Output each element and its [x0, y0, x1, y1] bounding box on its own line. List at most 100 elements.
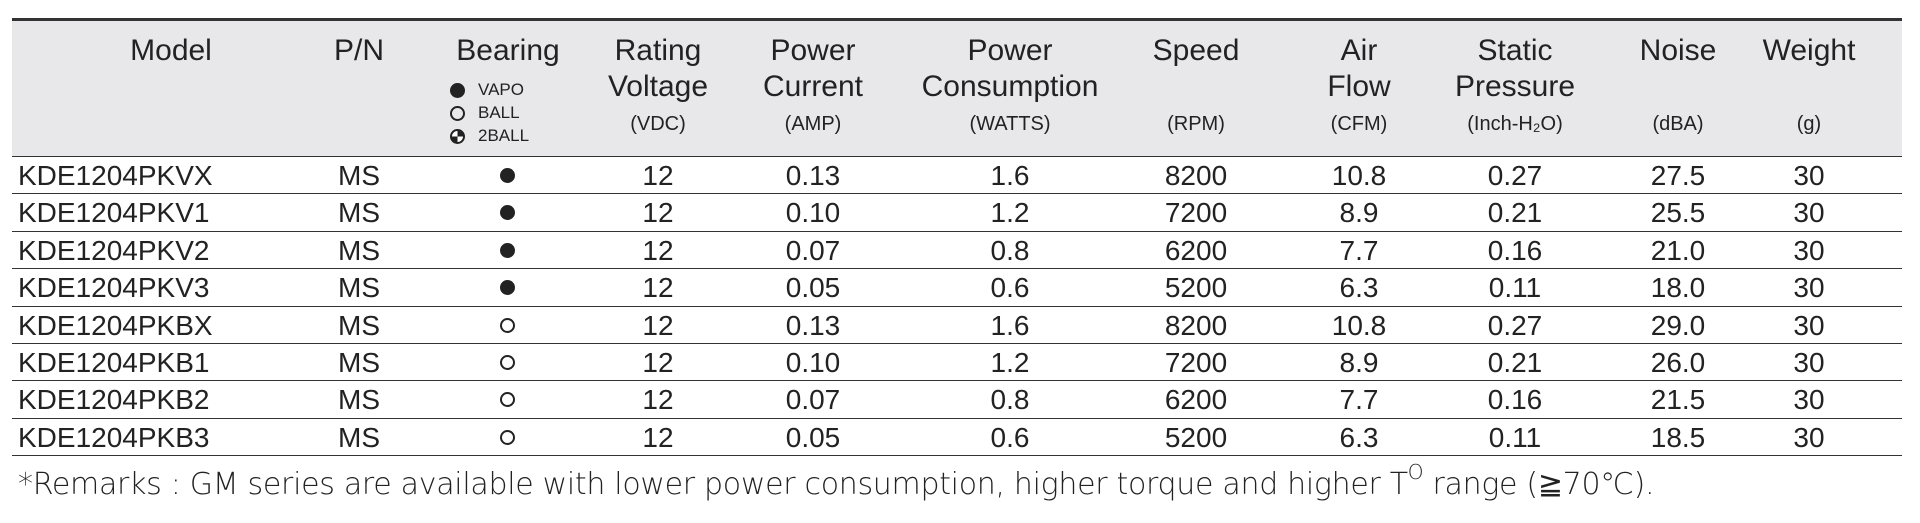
model-cell: KDE1204PKBX — [18, 309, 213, 341]
table-cell: 7.7 — [1339, 234, 1379, 266]
row-rule — [12, 455, 1902, 457]
remarks-text: *Remarks : GM series are available with … — [18, 467, 1408, 502]
table-cell: 7200 — [1164, 347, 1228, 378]
table-cell: 6200 — [1164, 384, 1228, 416]
table-cell: MS — [338, 272, 380, 304]
table-cell: 1.6 — [990, 309, 1030, 341]
remarks: *Remarks : GM series are available with … — [18, 460, 1655, 502]
table-cell: 0.21 — [1487, 347, 1543, 378]
table-cell: 6.3 — [1339, 272, 1379, 304]
table-cell: 0.05 — [785, 272, 841, 304]
table-cell: 21.5 — [1650, 384, 1706, 416]
table-cell: 30 — [1793, 160, 1825, 191]
bearing-icon — [450, 129, 465, 144]
row-rule — [12, 380, 1902, 382]
table-cell: 12 — [642, 160, 674, 191]
table-cell: 26.0 — [1650, 347, 1706, 378]
column-title: Bearing — [456, 34, 560, 67]
table-cell: 0.8 — [990, 234, 1030, 266]
table-cell: 1.6 — [990, 160, 1030, 191]
column-unit: (g) — [1796, 113, 1822, 135]
model-cell: KDE1204PKV1 — [18, 197, 210, 229]
table-cell: 8200 — [1164, 309, 1228, 341]
table-cell: 1.2 — [990, 197, 1030, 229]
table-cell: 0.16 — [1487, 384, 1543, 416]
table-cell: 0.07 — [785, 234, 841, 266]
table-cell: 0.27 — [1487, 309, 1543, 341]
table-cell: 0.10 — [785, 197, 841, 229]
column-title: Power — [770, 34, 856, 67]
table-cell: MS — [338, 421, 380, 453]
remarks-superscript: O — [1407, 460, 1424, 484]
table-cell: 7.7 — [1339, 384, 1379, 416]
bearing-icon — [500, 392, 515, 408]
column-title: Voltage — [607, 70, 709, 103]
bearing-icon — [500, 429, 515, 445]
table-cell: 7200 — [1164, 197, 1228, 229]
table-cell: 30 — [1793, 234, 1825, 266]
row-rule — [12, 156, 1902, 157]
bearing-icon — [500, 168, 515, 183]
table-cell: 12 — [642, 234, 674, 266]
table-cell: 30 — [1793, 384, 1825, 416]
remarks-text: range (≧70℃). — [1423, 467, 1655, 502]
table-cell: 0.11 — [1488, 272, 1542, 304]
table-cell: 12 — [642, 421, 674, 453]
column-unit: (RPM) — [1167, 113, 1225, 135]
table-cell: MS — [338, 160, 380, 191]
model-cell: KDE1204PKB1 — [18, 347, 210, 378]
bearing-icon — [500, 280, 515, 296]
column-unit: (AMP) — [784, 113, 842, 135]
column-title: Consumption — [921, 70, 1099, 103]
bearing-icon — [500, 317, 515, 333]
row-rule — [12, 230, 1902, 232]
table-cell: 5200 — [1164, 421, 1228, 453]
table-cell: 0.6 — [990, 421, 1030, 453]
table-cell: MS — [338, 347, 380, 378]
row-rule — [12, 417, 1902, 419]
table-cell: MS — [338, 384, 380, 416]
table-cell: 27.5 — [1650, 160, 1706, 191]
table-cell: 0.27 — [1487, 160, 1543, 191]
bearing-icon — [500, 242, 515, 258]
table-cell: 8.9 — [1339, 197, 1379, 229]
column-unit: (Inch-H₂O) — [1467, 113, 1563, 135]
column-title: Speed — [1152, 34, 1240, 67]
table-cell: 10.8 — [1331, 160, 1387, 191]
table-cell: 21.0 — [1650, 234, 1706, 266]
column-title: Current — [762, 70, 864, 103]
table-cell: 30 — [1793, 421, 1825, 453]
column-unit: (CFM) — [1330, 113, 1388, 135]
table-cell: 30 — [1793, 309, 1825, 341]
table-cell: 0.07 — [785, 384, 841, 416]
table-cell: 30 — [1793, 272, 1825, 304]
model-cell: KDE1204PKV3 — [18, 272, 210, 304]
table-cell: MS — [338, 234, 380, 266]
column-title: Flow — [1327, 70, 1391, 103]
table-cell: 12 — [642, 384, 674, 416]
row-rule — [12, 343, 1902, 344]
column-title: Air — [1340, 34, 1378, 67]
table-cell: 0.13 — [785, 160, 841, 191]
bearing-icon — [500, 205, 515, 221]
row-rule — [12, 193, 1902, 195]
model-cell: KDE1204PKVX — [18, 160, 213, 191]
column-title: Power — [967, 34, 1053, 67]
bearing-icon — [450, 106, 465, 121]
table-cell: 6.3 — [1339, 421, 1379, 453]
bearing-legend: VAPO — [478, 80, 524, 99]
column-title: Rating — [614, 34, 702, 67]
table-cell: 12 — [642, 347, 674, 378]
row-rule — [12, 268, 1902, 270]
bearing-icon — [450, 83, 465, 98]
column-unit: (VDC) — [630, 113, 686, 135]
table-cell: 0.6 — [990, 272, 1030, 304]
table-cell: 0.05 — [785, 421, 841, 453]
table-cell: 12 — [642, 309, 674, 341]
bearing-icon — [500, 355, 515, 370]
table-cell: 0.21 — [1487, 197, 1543, 229]
table-cell: 0.10 — [785, 347, 841, 378]
header-band — [12, 18, 1902, 157]
